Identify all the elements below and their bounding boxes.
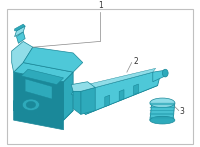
Ellipse shape	[162, 69, 168, 77]
Polygon shape	[150, 107, 174, 108]
Polygon shape	[17, 32, 25, 43]
Polygon shape	[81, 68, 156, 91]
Polygon shape	[119, 90, 124, 101]
Polygon shape	[150, 113, 174, 115]
Polygon shape	[14, 72, 64, 120]
FancyBboxPatch shape	[7, 9, 193, 144]
Ellipse shape	[150, 116, 175, 124]
Polygon shape	[134, 84, 138, 95]
Polygon shape	[23, 47, 83, 72]
Polygon shape	[14, 62, 73, 82]
Polygon shape	[14, 91, 73, 120]
Polygon shape	[15, 26, 25, 37]
Ellipse shape	[26, 101, 36, 108]
Text: 3: 3	[180, 107, 185, 116]
Text: 1: 1	[99, 1, 103, 10]
Polygon shape	[150, 110, 174, 111]
Polygon shape	[81, 82, 158, 114]
Polygon shape	[81, 72, 160, 114]
Polygon shape	[150, 103, 174, 105]
Polygon shape	[14, 111, 64, 130]
Text: 2: 2	[134, 57, 138, 66]
Polygon shape	[71, 82, 95, 91]
Polygon shape	[25, 79, 52, 99]
Polygon shape	[15, 24, 25, 31]
Polygon shape	[153, 70, 165, 82]
Polygon shape	[21, 76, 57, 102]
Ellipse shape	[150, 98, 175, 108]
Polygon shape	[71, 89, 87, 99]
Polygon shape	[81, 87, 95, 114]
Polygon shape	[16, 85, 71, 111]
Polygon shape	[64, 72, 73, 120]
Polygon shape	[150, 117, 174, 118]
Polygon shape	[73, 91, 81, 114]
Polygon shape	[105, 95, 110, 107]
Polygon shape	[21, 69, 64, 85]
Polygon shape	[150, 103, 175, 120]
Ellipse shape	[22, 99, 40, 111]
Polygon shape	[12, 41, 33, 72]
